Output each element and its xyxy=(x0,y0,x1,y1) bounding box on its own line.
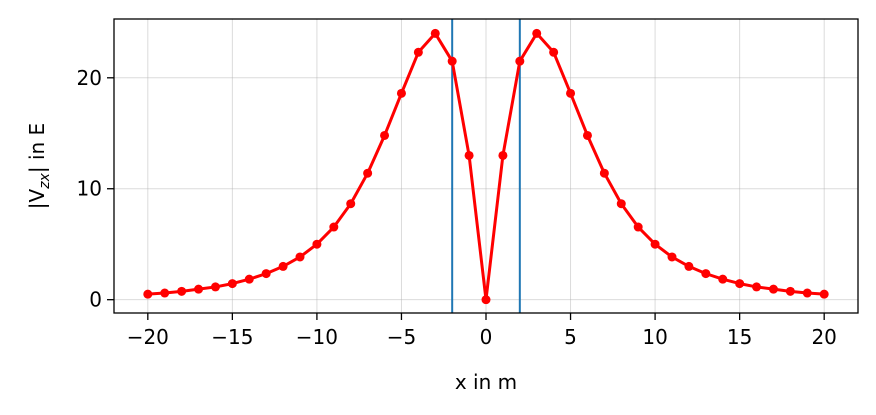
y-axis-label: |Vzx| in E xyxy=(25,123,53,209)
x-tick-label: −5 xyxy=(387,325,416,349)
data-point xyxy=(210,282,220,292)
data-point xyxy=(329,222,339,232)
x-tick-label: 20 xyxy=(811,325,836,349)
data-point xyxy=(752,282,762,292)
data-point xyxy=(785,286,795,296)
data-point xyxy=(701,269,711,279)
data-point xyxy=(278,261,288,271)
data-point xyxy=(650,239,660,249)
data-point xyxy=(718,274,728,284)
data-point xyxy=(430,28,440,38)
data-point xyxy=(768,284,778,294)
data-point xyxy=(532,28,542,38)
data-point xyxy=(380,130,390,140)
data-point xyxy=(261,269,271,279)
data-point xyxy=(616,199,626,209)
data-point xyxy=(227,279,237,289)
x-axis-label: x in m xyxy=(455,370,517,394)
data-point xyxy=(515,56,525,66)
data-point xyxy=(549,47,559,57)
y-tick-label: 0 xyxy=(89,288,102,312)
data-point xyxy=(363,168,373,178)
x-tick-label: −10 xyxy=(296,325,338,349)
data-point xyxy=(295,252,305,262)
x-tick-label: 5 xyxy=(564,325,577,349)
x-tick-label: 15 xyxy=(727,325,752,349)
data-point xyxy=(396,88,406,98)
data-point xyxy=(447,56,457,66)
y-axis-label-suffix: | in E xyxy=(25,123,49,173)
x-tick-label: 0 xyxy=(480,325,493,349)
data-point xyxy=(481,295,491,305)
data-point xyxy=(464,150,474,160)
series-layer xyxy=(143,28,829,305)
y-tick-label: 10 xyxy=(77,177,102,201)
y-axis-label-prefix: |V xyxy=(25,188,49,209)
data-point xyxy=(160,288,170,298)
data-point xyxy=(566,88,576,98)
data-point xyxy=(177,286,187,296)
y-axis-label-subscript: zx xyxy=(37,172,53,189)
data-point xyxy=(244,274,254,284)
ticks: −20 −15 −10 −5 0 5 10 15 20 0 10 20 xyxy=(77,66,837,349)
data-point xyxy=(194,284,204,294)
data-point xyxy=(599,168,609,178)
x-tick-label: −15 xyxy=(211,325,253,349)
y-tick-label: 20 xyxy=(77,66,102,90)
data-point xyxy=(143,289,153,299)
data-point xyxy=(582,130,592,140)
data-point xyxy=(667,252,677,262)
data-point xyxy=(633,222,643,232)
data-point xyxy=(312,239,322,249)
data-point xyxy=(802,288,812,298)
grid xyxy=(114,19,858,313)
data-point xyxy=(498,150,508,160)
data-point xyxy=(346,199,356,209)
data-point xyxy=(684,261,694,271)
x-tick-label: −20 xyxy=(127,325,169,349)
data-point xyxy=(735,279,745,289)
data-point xyxy=(819,289,829,299)
x-tick-label: 10 xyxy=(642,325,667,349)
data-point xyxy=(413,47,423,57)
